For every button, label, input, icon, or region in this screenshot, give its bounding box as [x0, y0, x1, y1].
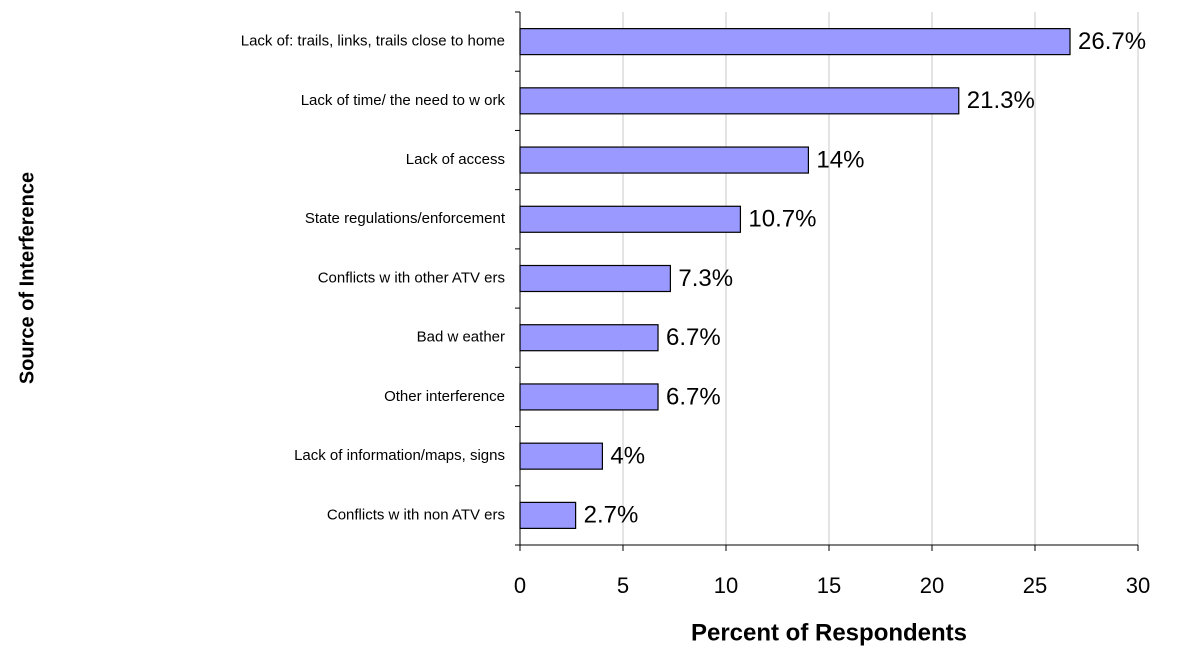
x-axis-label: Percent of Respondents [691, 619, 967, 646]
y-tick-label: Other interference [384, 388, 505, 405]
value-label: 21.3% [967, 87, 1035, 114]
bar [519, 442, 604, 470]
x-tick-label: 30 [1126, 573, 1150, 598]
y-tick-label: Conflicts w ith non ATV ers [327, 506, 505, 523]
bar [519, 383, 659, 411]
bar [519, 501, 577, 529]
y-tick-label: Lack of information/maps, signs [294, 447, 505, 464]
value-label: 26.7% [1078, 28, 1146, 55]
x-tick-label: 5 [617, 573, 629, 598]
bar [519, 264, 671, 293]
y-tick-label: State regulations/enforcement [305, 210, 506, 227]
bar [519, 28, 1071, 56]
y-tick-label: Lack of: trails, links, trails close to … [241, 33, 505, 50]
bar [519, 205, 742, 233]
y-tick-label: Bad w eather [417, 329, 505, 346]
y-tick-label: Lack of access [406, 151, 505, 168]
x-tick-label: 15 [817, 573, 841, 598]
value-label: 6.7% [666, 383, 721, 410]
bar [519, 146, 809, 174]
x-tick-label: 20 [920, 573, 944, 598]
bar [519, 87, 960, 115]
y-tick-label: Conflicts w ith other ATV ers [318, 269, 505, 286]
value-label: 4% [610, 443, 645, 470]
bar [519, 324, 659, 352]
value-label: 14% [816, 146, 864, 173]
value-label: 7.3% [678, 265, 733, 292]
value-label: 2.7% [584, 502, 639, 529]
x-tick-label: 0 [514, 573, 526, 598]
y-tick-label: Lack of time/ the need to w ork [301, 92, 506, 109]
x-tick-label: 10 [714, 573, 738, 598]
y-axis-label: Source of Interference [16, 172, 38, 384]
value-label: 10.7% [748, 206, 816, 233]
value-label: 6.7% [666, 324, 721, 351]
x-tick-label: 25 [1023, 573, 1047, 598]
